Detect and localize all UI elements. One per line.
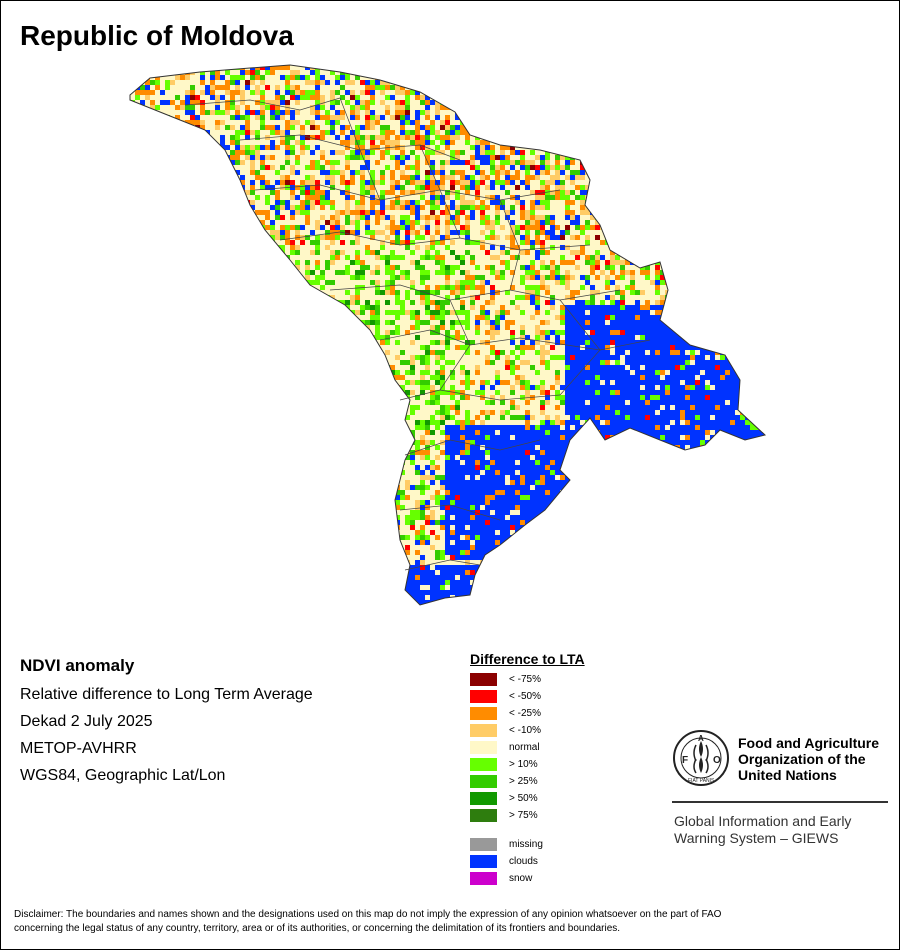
legend-extra-swatch bbox=[470, 855, 497, 868]
fao-name-line-1: Food and Agriculture bbox=[738, 735, 880, 751]
fao-name-line-3: United Nations bbox=[738, 767, 837, 783]
disclaimer: Disclaimer: The boundaries and names sho… bbox=[14, 908, 884, 936]
legend-class-swatch bbox=[470, 758, 497, 771]
fao-divider bbox=[672, 801, 888, 803]
product-name: NDVI anomaly bbox=[20, 656, 135, 675]
legend-title: Difference to LTA bbox=[470, 651, 585, 667]
legend: Difference to LTA < -75% < -50% < -25% < -1… bbox=[470, 651, 585, 887]
district-boundaries bbox=[184, 97, 651, 571]
legend-class-swatch bbox=[470, 673, 497, 686]
legend-class-row: < -50% bbox=[470, 688, 585, 705]
fao-logo-letter-o: O bbox=[713, 755, 721, 766]
legend-class-row: > 10% bbox=[470, 756, 585, 773]
fao-logo-letter-f: F bbox=[682, 755, 688, 766]
legend-class-label: > 25% bbox=[509, 776, 538, 787]
legend-class-label: normal bbox=[509, 742, 540, 753]
legend-extra-row: snow bbox=[470, 870, 585, 887]
ndvi-anomaly-map bbox=[129, 64, 766, 606]
legend-class-row: > 50% bbox=[470, 790, 585, 807]
legend-class-row: > 75% bbox=[470, 807, 585, 824]
product-description: Relative difference to Long Term Average bbox=[20, 686, 313, 703]
legend-class-label: > 75% bbox=[509, 810, 538, 821]
fao-name-line-2: Organization of the bbox=[738, 751, 866, 767]
legend-class-label: > 50% bbox=[509, 793, 538, 804]
legend-class-label: < -25% bbox=[509, 708, 541, 719]
fao-logo-letter-a: A bbox=[698, 734, 704, 743]
period-label: Dekad 2 July 2025 bbox=[20, 713, 153, 730]
disclaimer-line-1: Disclaimer: The boundaries and names sho… bbox=[14, 909, 722, 920]
disclaimer-line-2: concerning the legal status of any count… bbox=[14, 923, 621, 934]
map-raster bbox=[130, 65, 765, 605]
legend-class-swatch bbox=[470, 741, 497, 754]
giews-name: Global Information and Early Warning Sys… bbox=[674, 813, 894, 847]
giews-line-1: Global Information and Early bbox=[674, 813, 852, 829]
map-info-block: NDVI anomaly Relative difference to Long… bbox=[20, 656, 313, 794]
projection-label: WGS84, Geographic Lat/Lon bbox=[20, 767, 226, 784]
legend-extra-label: clouds bbox=[509, 856, 538, 867]
legend-extra-swatch bbox=[470, 838, 497, 851]
legend-extra-label: missing bbox=[509, 839, 543, 850]
legend-class-row: normal bbox=[470, 739, 585, 756]
sensor-label: METOP-AVHRR bbox=[20, 740, 137, 757]
legend-extra-label: snow bbox=[509, 873, 533, 884]
legend-class-label: > 10% bbox=[509, 759, 538, 770]
legend-extra-swatch bbox=[470, 872, 497, 885]
legend-extra-row: missing bbox=[470, 836, 585, 853]
fao-logo-motto: FIAT PANIS bbox=[688, 778, 715, 784]
giews-line-2: Warning System – GIEWS bbox=[674, 830, 839, 846]
map-title: Republic of Moldova bbox=[20, 20, 294, 51]
legend-class-swatch bbox=[470, 707, 497, 720]
legend-class-swatch bbox=[470, 809, 497, 822]
fao-organization-name: Food and Agriculture Organization of the… bbox=[738, 735, 898, 783]
legend-class-label: < -75% bbox=[509, 674, 541, 685]
legend-class-swatch bbox=[470, 690, 497, 703]
legend-class-label: < -50% bbox=[509, 691, 541, 702]
legend-class-swatch bbox=[470, 775, 497, 788]
legend-class-swatch bbox=[470, 792, 497, 805]
legend-extra-row: clouds bbox=[470, 853, 585, 870]
legend-class-row: < -25% bbox=[470, 705, 585, 722]
legend-class-row: < -75% bbox=[470, 671, 585, 688]
legend-class-swatch bbox=[470, 724, 497, 737]
fao-logo-icon: F O A FIAT PANIS bbox=[673, 730, 729, 786]
legend-class-row: > 25% bbox=[470, 773, 585, 790]
legend-class-label: < -10% bbox=[509, 725, 541, 736]
legend-class-row: < -10% bbox=[470, 722, 585, 739]
